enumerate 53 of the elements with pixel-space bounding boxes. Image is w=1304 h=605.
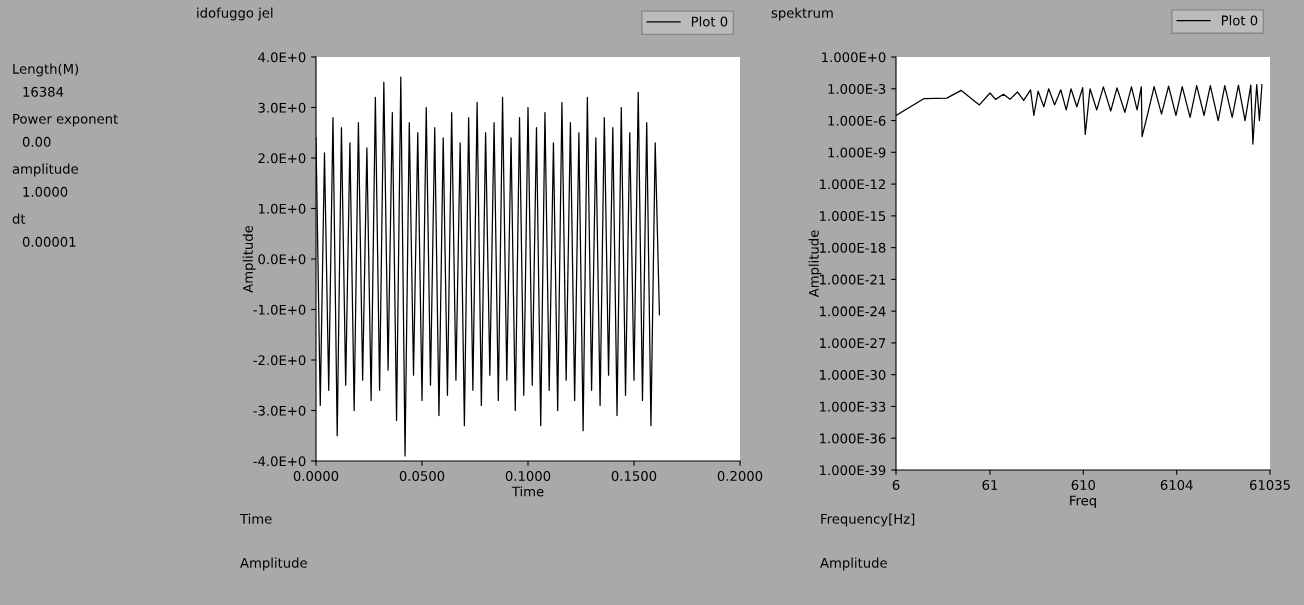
chart-title: idofuggo jel <box>197 7 273 21</box>
y-tick-label: 0.0E+0 <box>258 254 306 265</box>
text: Power exponent <box>13 114 118 127</box>
y-tick-label: 2.0E+0 <box>258 153 306 164</box>
y-tick-label: 1.000E+0 <box>822 52 886 63</box>
y-tick-label: 1.000E-15 <box>820 211 886 222</box>
x-tick-label: 0.0000 <box>293 470 339 481</box>
y-tick-label: 1.000E-30 <box>820 369 886 380</box>
text: dt <box>12 213 26 224</box>
text: Amplitude <box>820 557 887 571</box>
chart-title: spektrum <box>771 7 833 21</box>
text: 0.00 <box>22 136 51 147</box>
y-tick-label: 1.000E-3 <box>828 83 886 94</box>
y-tick-label: 4.0E+0 <box>258 52 306 63</box>
y-tick-label: 1.000E-21 <box>820 274 886 285</box>
x-tick-label: 61 <box>982 479 998 490</box>
text: 16384 <box>23 86 64 97</box>
legend-label: Plot 0 <box>1221 15 1258 26</box>
x-tick-label: 6 <box>892 479 900 490</box>
x-tick-label: 610 <box>1071 479 1096 490</box>
text: 0.00001 <box>22 236 76 247</box>
y-tick-label: 1.000E-24 <box>820 306 886 317</box>
x-axis-title: Freq <box>1070 495 1096 509</box>
x-tick-label: 61035 <box>1249 479 1290 490</box>
y-tick-label: 1.000E-36 <box>820 433 886 444</box>
text: Frequency[Hz] <box>821 513 915 527</box>
text: Time <box>239 513 272 524</box>
y-tick-label: 1.000E-9 <box>828 147 886 158</box>
y-axis-title: Amplitude <box>242 225 256 293</box>
x-tick-label: 0.2000 <box>717 470 763 481</box>
text: Amplitude <box>240 557 307 571</box>
y-tick-label: -2.0E+0 <box>253 355 306 366</box>
y-tick-label: 1.000E-27 <box>820 338 886 349</box>
y-tick-label: 1.000E-39 <box>820 465 886 476</box>
text: Length(M) <box>13 63 79 77</box>
x-tick-label: 0.1500 <box>611 470 657 481</box>
legend-label: Plot 0 <box>691 16 728 27</box>
y-tick-label: 1.000E-12 <box>820 179 885 190</box>
text: amplitude <box>12 163 78 177</box>
y-tick-label: 1.000E-33 <box>820 401 886 412</box>
x-tick-label: 0.1000 <box>505 470 551 481</box>
y-tick-label: -4.0E+0 <box>253 456 306 467</box>
y-tick-label: 3.0E+0 <box>258 102 306 113</box>
x-axis-title: Time <box>511 486 544 497</box>
y-tick-label: -3.0E+0 <box>253 405 306 416</box>
x-tick-label: 6104 <box>1160 479 1193 490</box>
y-tick-label: 1.000E-6 <box>828 115 886 126</box>
y-axis-title: Amplitude <box>808 230 822 298</box>
y-tick-label: -1.0E+0 <box>253 304 306 315</box>
text: 1.0000 <box>23 186 68 197</box>
y-tick-label: 1.0E+0 <box>258 203 306 214</box>
y-tick-label: 1.000E-18 <box>820 242 886 253</box>
x-tick-label: 0.0500 <box>399 470 445 481</box>
